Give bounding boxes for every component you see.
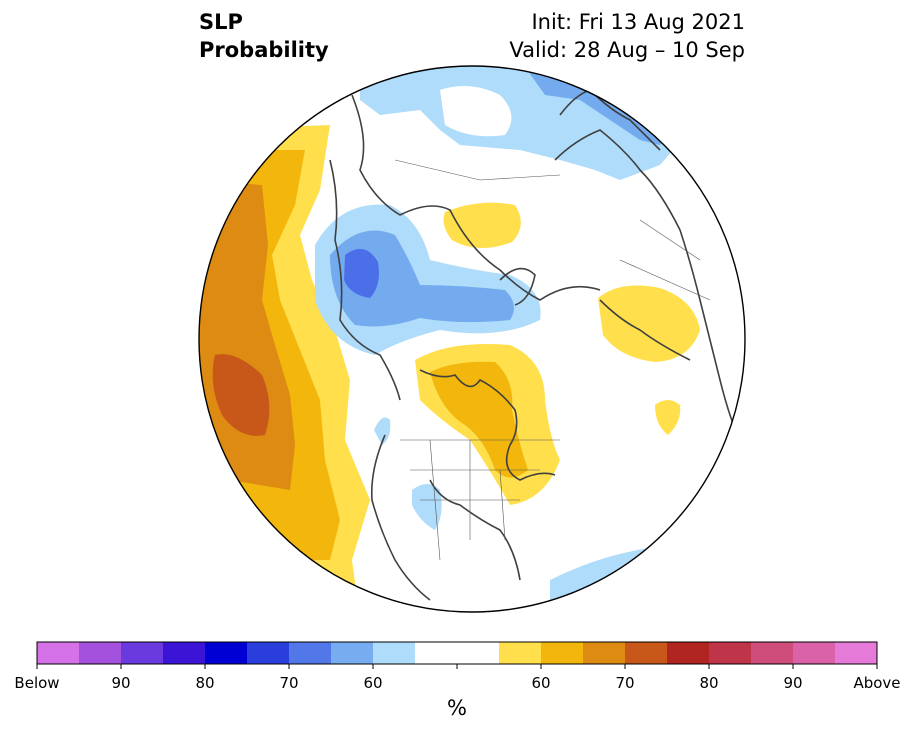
- colorbar-cell: [331, 642, 374, 664]
- colorbar-cell: [457, 642, 500, 664]
- asia-below-80-region: [344, 248, 379, 298]
- colorbar-ticks: [36, 664, 878, 669]
- colorbar-tick-label: 60: [363, 674, 383, 692]
- na-below-60-region-1: [374, 417, 391, 445]
- colorbar-tick-label: 80: [699, 674, 719, 692]
- colorbar-cell: [37, 642, 80, 664]
- colorbar-tick-label: Above: [853, 674, 901, 692]
- colorbar-cell: [79, 642, 122, 664]
- colorbar-cell: [667, 642, 710, 664]
- colorbar-unit: %: [447, 696, 467, 720]
- colorbar-tick-label: 90: [783, 674, 803, 692]
- valid-dates: Valid: 28 Aug – 10 Sep: [509, 38, 745, 62]
- colorbar-cell: [709, 642, 752, 664]
- date-info: Init: Fri 13 Aug 2021 Valid: 28 Aug – 10…: [509, 8, 745, 64]
- coastlines: [329, 89, 741, 601]
- colorbar-cell: [373, 642, 416, 664]
- colorbar-cell: [205, 642, 248, 664]
- colorbar-cell: [289, 642, 332, 664]
- colorbar: [36, 641, 878, 669]
- colorbar-cell: [499, 642, 542, 664]
- colorbar-tick-label: 60: [531, 674, 551, 692]
- atlantic-white-gap: [440, 86, 512, 137]
- colorbar-cell: [541, 642, 584, 664]
- init-date: Init: Fri 13 Aug 2021: [531, 10, 745, 34]
- greenland-above-70-region: [430, 361, 528, 478]
- mideast-above-60-region: [598, 285, 700, 362]
- colorbar-tick-label: Below: [14, 674, 60, 692]
- map-title: SLP Probability: [199, 8, 329, 64]
- title-line-2: Probability: [199, 38, 329, 62]
- africa-above-60-region: [655, 400, 681, 435]
- colorbar-tick-label: 70: [279, 674, 299, 692]
- colorbar-cell: [583, 642, 626, 664]
- probability-shading: [199, 66, 745, 612]
- colorbar-cell: [163, 642, 206, 664]
- na-below-60-region-2: [412, 484, 442, 530]
- political-borders: [394, 159, 711, 561]
- pacific-above-90-region: [212, 354, 270, 436]
- siberia-above-60-region: [443, 202, 521, 249]
- colorbar-cell: [793, 642, 836, 664]
- polar-probability-map: [198, 65, 746, 613]
- globe-outline: [198, 65, 746, 613]
- colorbar-cell: [415, 642, 458, 664]
- title-line-1: SLP: [199, 10, 243, 34]
- asia-below-70-region: [330, 230, 514, 327]
- colorbar-cell: [625, 642, 668, 664]
- colorbar-cell: [121, 642, 164, 664]
- colorbar-tick-label: 80: [195, 674, 215, 692]
- colorbar-cells: [37, 642, 878, 664]
- colorbar-cell: [751, 642, 794, 664]
- colorbar-cell: [835, 642, 878, 664]
- colorbar-cell: [247, 642, 290, 664]
- colorbar-tick-label: 70: [615, 674, 635, 692]
- colorbar-tick-label: 90: [111, 674, 131, 692]
